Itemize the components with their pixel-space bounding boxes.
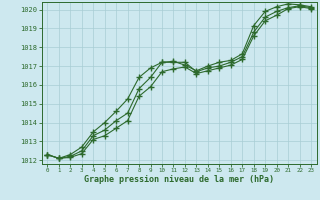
X-axis label: Graphe pression niveau de la mer (hPa): Graphe pression niveau de la mer (hPa) [84,175,274,184]
